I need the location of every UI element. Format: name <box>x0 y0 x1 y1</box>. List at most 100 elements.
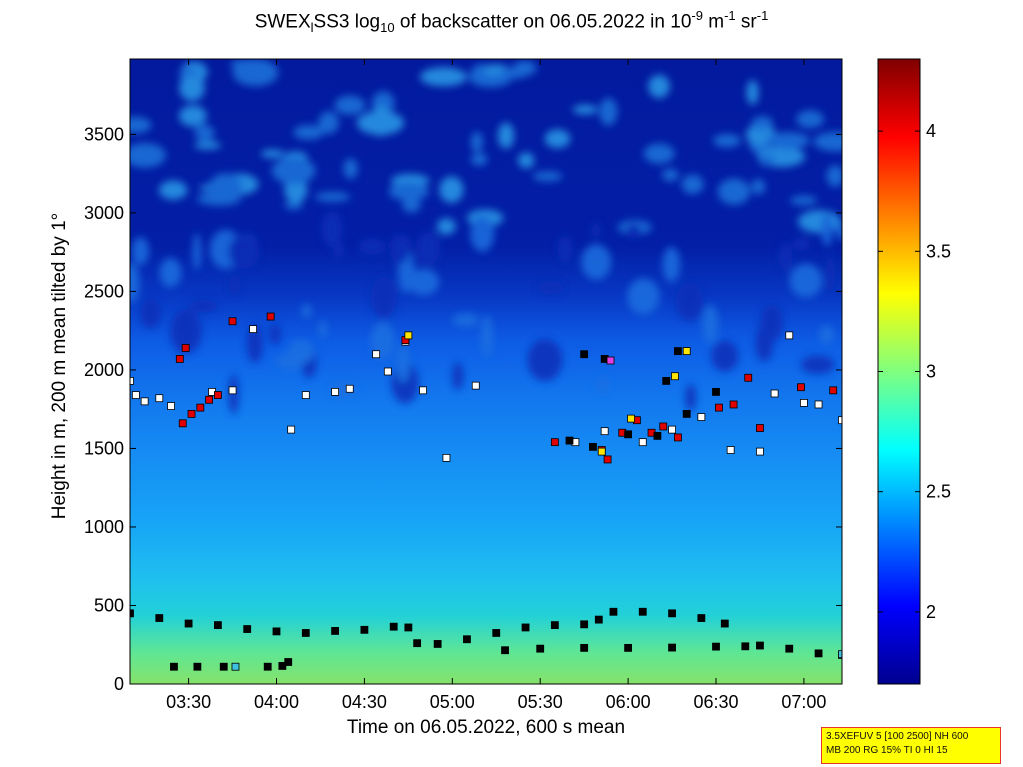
layer-marker <box>785 644 794 653</box>
layer-marker <box>205 395 214 404</box>
cloud-patch <box>314 192 351 202</box>
layer-marker <box>726 446 735 454</box>
y-axis-label: Height in m, 200 m mean tilted by 1° <box>49 212 70 520</box>
plot-frame <box>129 58 843 685</box>
cloud-patch <box>179 74 205 102</box>
layer-marker <box>712 642 720 651</box>
x-tick-label: 04:30 <box>342 692 387 712</box>
layer-marker <box>580 620 589 629</box>
layer-marker <box>550 438 559 447</box>
backscatter-patch <box>452 313 480 327</box>
cloud-patch <box>532 171 563 182</box>
layer-marker <box>184 619 193 628</box>
backscatter-patch <box>685 384 697 411</box>
layer-marker <box>674 433 682 442</box>
backscatter-patch <box>760 304 783 342</box>
layer-marker <box>331 388 340 396</box>
cloud-patch <box>766 132 810 149</box>
backscatter-patch <box>789 263 823 298</box>
backscatter-patch <box>778 243 793 272</box>
cloud-patch <box>648 74 670 99</box>
x-tick-label: 03:30 <box>166 692 211 712</box>
cloud-patch <box>797 210 841 234</box>
backscatter-patch <box>159 258 182 288</box>
backscatter-patch <box>711 340 739 372</box>
layer-marker <box>219 662 228 671</box>
heatmap <box>130 59 842 684</box>
layer-marker <box>720 619 729 628</box>
layer-marker <box>442 453 451 462</box>
layer-marker <box>589 442 597 451</box>
backscatter-patch <box>269 323 281 346</box>
cloud-patch <box>713 133 741 148</box>
layer-marker <box>814 649 823 658</box>
x-tick-label: 07:00 <box>781 692 826 712</box>
layer-marker <box>597 447 606 456</box>
backscatter-patch <box>597 376 609 395</box>
colorbar-tick-label: 4 <box>926 121 936 141</box>
layer-marker <box>521 623 530 632</box>
layer-marker <box>175 355 184 363</box>
backscatter-patch <box>581 244 612 280</box>
backscatter-patch <box>626 224 641 239</box>
layer-marker <box>580 643 589 652</box>
cloud-patch <box>229 59 265 70</box>
backscatter-patch <box>390 244 409 264</box>
layer-marker <box>471 381 480 390</box>
layer-marker <box>594 615 603 624</box>
layer-marker <box>671 372 679 381</box>
y-tick-label: 0 <box>114 674 124 694</box>
cloud-patch <box>471 152 488 166</box>
layer-marker <box>278 662 287 670</box>
layer-marker <box>131 391 140 399</box>
layer-marker <box>785 331 794 340</box>
layer-marker <box>389 622 398 631</box>
layer-marker <box>249 325 257 334</box>
layer-marker <box>697 413 706 421</box>
colorbar-tick-label: 3 <box>926 362 936 382</box>
layer-marker <box>178 419 187 428</box>
colorbar-ticks: 2 2.5 3 3.5 4 <box>878 121 951 622</box>
colorbar-scale <box>877 58 921 685</box>
backscatter-patch <box>662 246 681 283</box>
cloud-patch <box>194 124 215 141</box>
backscatter-patch <box>675 283 704 321</box>
layer-marker <box>345 384 354 393</box>
cloud-patch <box>813 131 842 152</box>
cloud-patch <box>402 197 421 213</box>
cloud-patch <box>796 110 824 129</box>
layer-marker <box>214 621 222 630</box>
colorbar: 2 2.5 3 3.5 4 <box>877 58 951 685</box>
layer-marker <box>492 629 501 637</box>
layer-marker <box>331 627 340 635</box>
layer-marker <box>653 431 662 440</box>
layer-marker <box>627 414 635 423</box>
cloud-patch <box>130 116 152 134</box>
layer-marker <box>263 662 272 671</box>
cloud-patch <box>388 182 429 201</box>
layer-marker <box>372 350 381 359</box>
layer-marker <box>729 400 738 409</box>
backscatter-patch <box>480 315 493 358</box>
cloud-patch <box>717 178 751 205</box>
cloud-patch <box>681 174 704 195</box>
backscatter-patch <box>228 374 239 415</box>
backscatter-patch <box>321 210 343 248</box>
layer-marker <box>301 391 310 399</box>
x-axis-label: Time on 06.05.2022, 600 s mean <box>346 717 626 738</box>
layer-marker <box>712 388 720 396</box>
layer-marker <box>659 422 668 431</box>
layer-marker <box>413 639 422 648</box>
y-tick-label: 2500 <box>84 281 124 301</box>
layer-marker <box>756 447 764 456</box>
info-line-2: MB 200 RG 15% TI 0 HI 15 <box>826 745 948 756</box>
layer-marker <box>243 625 252 633</box>
cloud-patch <box>343 158 358 179</box>
layer-marker <box>609 607 618 616</box>
layer-marker <box>756 641 764 650</box>
backscatter-patch <box>557 235 573 263</box>
backscatter-patch <box>408 268 440 296</box>
cloud-patch <box>746 80 759 105</box>
layer-marker <box>463 635 471 644</box>
layer-marker <box>624 430 633 439</box>
